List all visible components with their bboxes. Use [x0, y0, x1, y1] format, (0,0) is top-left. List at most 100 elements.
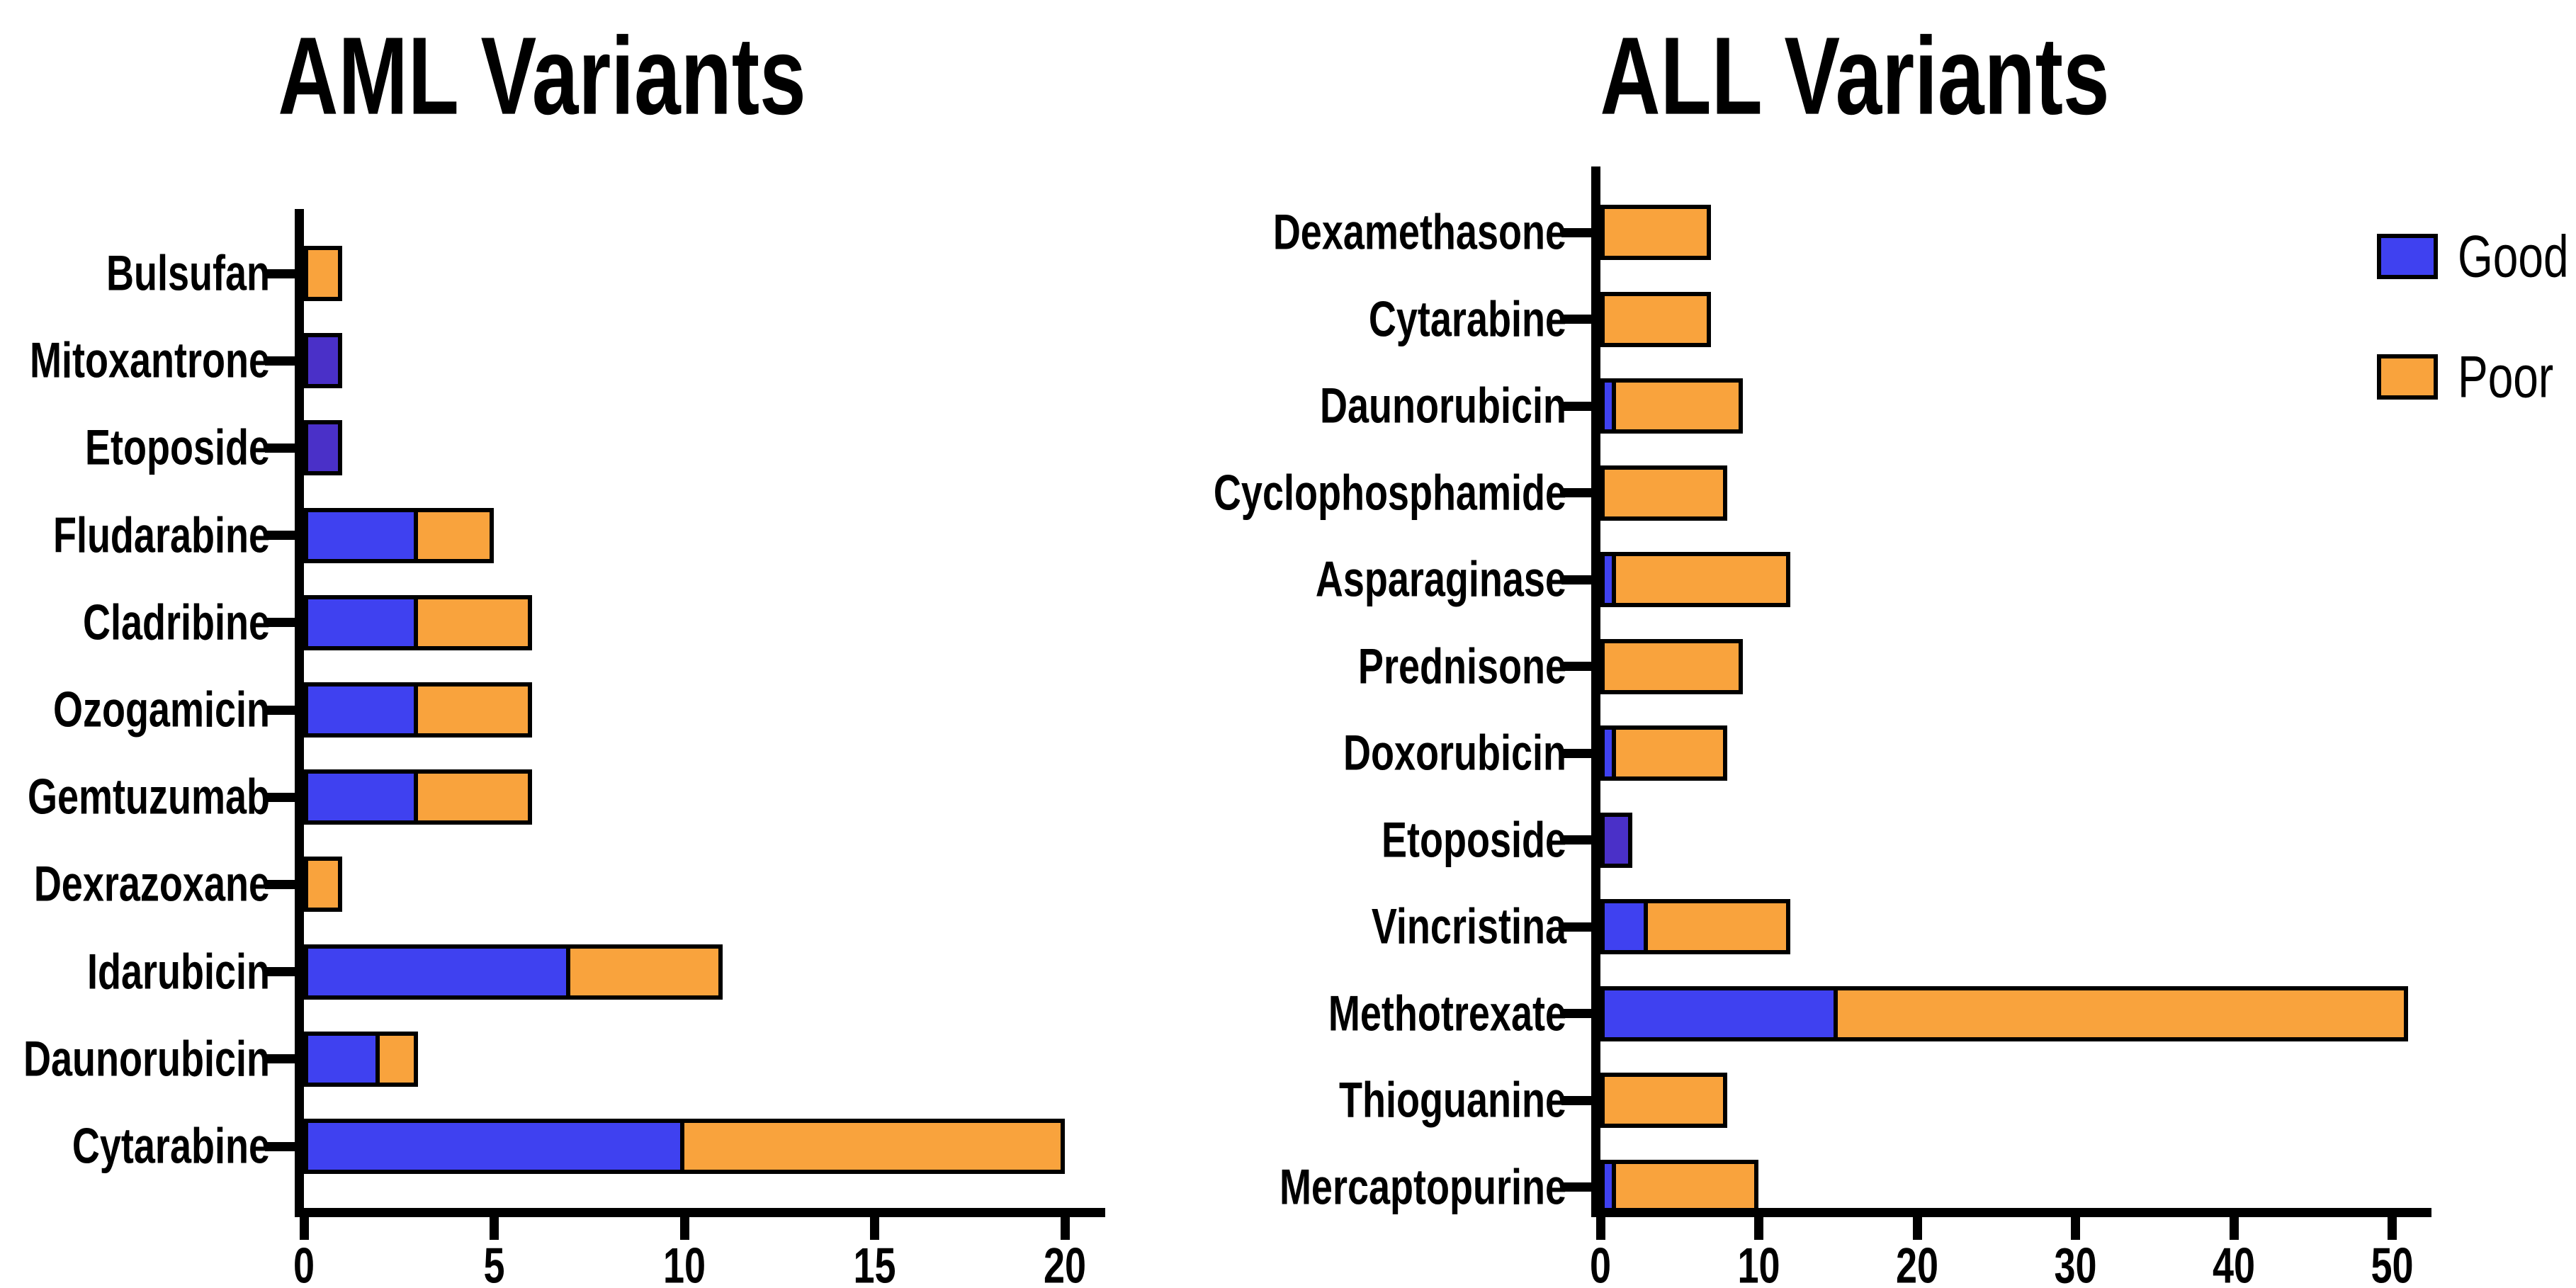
y-axis: [1591, 166, 1600, 1217]
bar-segment-poor: [1612, 725, 1727, 781]
category-label: Bulsufan: [106, 246, 270, 301]
bar-segment-poor: [1600, 291, 1712, 347]
bar-segment-poor: [1600, 638, 1744, 694]
bar-segment-poor: [414, 507, 495, 563]
x-axis: [295, 1208, 1105, 1217]
bar-segment-poor: [304, 246, 342, 301]
category-tick: [1561, 748, 1591, 758]
category-label: Ozogamicin: [52, 682, 270, 738]
category-label: Etoposide: [1381, 812, 1566, 868]
x-axis-tick: [299, 1217, 309, 1240]
y-axis: [295, 209, 304, 1217]
x-axis-tick-label: 20: [1043, 1238, 1087, 1288]
x-axis-tick-label: 30: [2054, 1238, 2097, 1288]
x-axis-tick: [2229, 1217, 2239, 1240]
category-tick: [1561, 1095, 1591, 1105]
aml-chart-title: AML Variants: [278, 14, 806, 139]
category-label: Fludarabine: [52, 507, 270, 563]
x-axis-tick-label: 0: [1589, 1238, 1612, 1288]
bar-segment-good: [304, 1119, 684, 1174]
legend: Good Poor: [2377, 227, 2569, 475]
category-tick: [265, 531, 295, 541]
all-chart-title: ALL Variants: [1600, 14, 2110, 139]
category-tick: [1561, 922, 1591, 932]
bar-segment-poor: [1600, 465, 1727, 521]
good-legend-swatch: [2377, 234, 2438, 279]
bar-segment-good: [1600, 985, 1838, 1041]
x-axis-tick: [870, 1217, 879, 1240]
x-axis-tick-label: 10: [1737, 1238, 1780, 1288]
category-tick: [1561, 488, 1591, 497]
category-tick: [265, 1054, 295, 1064]
category-label: Etoposide: [84, 420, 270, 476]
category-tick: [265, 792, 295, 802]
bar-segment-good: [1600, 899, 1649, 954]
x-axis-tick-label: 40: [2212, 1238, 2256, 1288]
bar-segment-good: [304, 682, 419, 738]
category-tick: [1561, 315, 1591, 324]
x-axis-tick: [2071, 1217, 2080, 1240]
category-label: Idarubicin: [86, 944, 270, 1000]
bar-segment-poor: [1600, 205, 1712, 260]
category-tick: [1561, 1009, 1591, 1018]
category-tick: [1561, 575, 1591, 584]
category-tick: [1561, 662, 1591, 671]
category-tick: [265, 967, 295, 977]
category-tick: [265, 356, 295, 366]
x-axis-tick: [1595, 1217, 1605, 1240]
x-axis-tick: [490, 1217, 499, 1240]
bar-segment-poor: [375, 1031, 419, 1087]
bar-segment-poor: [304, 857, 342, 913]
bar-segment-poor: [1600, 1073, 1727, 1128]
category-label: Cytarabine: [72, 1119, 270, 1174]
category-label: Dexrazoxane: [33, 857, 270, 913]
category-label: Vincristina: [1371, 899, 1566, 954]
bar-segment-poor: [414, 594, 533, 650]
x-axis-tick: [1912, 1217, 1922, 1240]
category-tick: [1561, 401, 1591, 411]
category-tick: [1561, 227, 1591, 237]
legend-item-good: Good: [2377, 227, 2569, 286]
poor-legend-label: Poor: [2458, 344, 2554, 410]
bar-segment-poor: [680, 1119, 1065, 1174]
category-tick: [265, 879, 295, 889]
category-label: Asparaginase: [1315, 552, 1566, 607]
category-label: Gemtuzumab: [27, 769, 270, 825]
bar-segment-poor: [565, 944, 723, 1000]
x-axis-tick-label: 20: [1895, 1238, 1939, 1288]
bar-segment-poor: [1612, 1159, 1759, 1215]
category-label: Cytarabine: [1368, 291, 1566, 347]
x-axis-tick: [1754, 1217, 1763, 1240]
category-label: Cyclophosphamide: [1213, 465, 1566, 521]
bar-segment-good: [304, 420, 342, 476]
x-axis-tick-label: 5: [483, 1238, 505, 1288]
x-axis-tick-label: 15: [853, 1238, 896, 1288]
category-label: Methotrexate: [1328, 985, 1566, 1041]
category-label: Mercaptopurine: [1279, 1159, 1566, 1215]
x-axis-tick: [679, 1217, 689, 1240]
bar-segment-poor: [1612, 378, 1744, 434]
category-label: Daunorubicin: [1320, 378, 1566, 434]
x-axis-tick-label: 0: [293, 1238, 315, 1288]
category-tick: [265, 705, 295, 715]
bar-segment-poor: [414, 769, 533, 825]
bar-segment-poor: [1612, 552, 1791, 607]
category-tick: [1561, 835, 1591, 844]
good-legend-label: Good: [2458, 223, 2569, 290]
bar-segment-good: [304, 769, 419, 825]
bar-segment-poor: [1644, 899, 1791, 954]
category-label: Doxorubicin: [1343, 725, 1566, 781]
x-axis: [1591, 1208, 2431, 1217]
category-label: Prednisone: [1357, 638, 1566, 694]
category-label: Dexamethasone: [1272, 205, 1566, 260]
bar-segment-good: [304, 594, 419, 650]
legend-item-poor: Poor: [2377, 347, 2569, 407]
category-label: Cladribine: [82, 594, 270, 650]
category-label: Daunorubicin: [23, 1031, 270, 1087]
category-tick: [265, 443, 295, 453]
x-axis-tick-label: 50: [2371, 1238, 2414, 1288]
x-axis-tick-label: 10: [662, 1238, 706, 1288]
bar-segment-good: [1600, 812, 1632, 868]
